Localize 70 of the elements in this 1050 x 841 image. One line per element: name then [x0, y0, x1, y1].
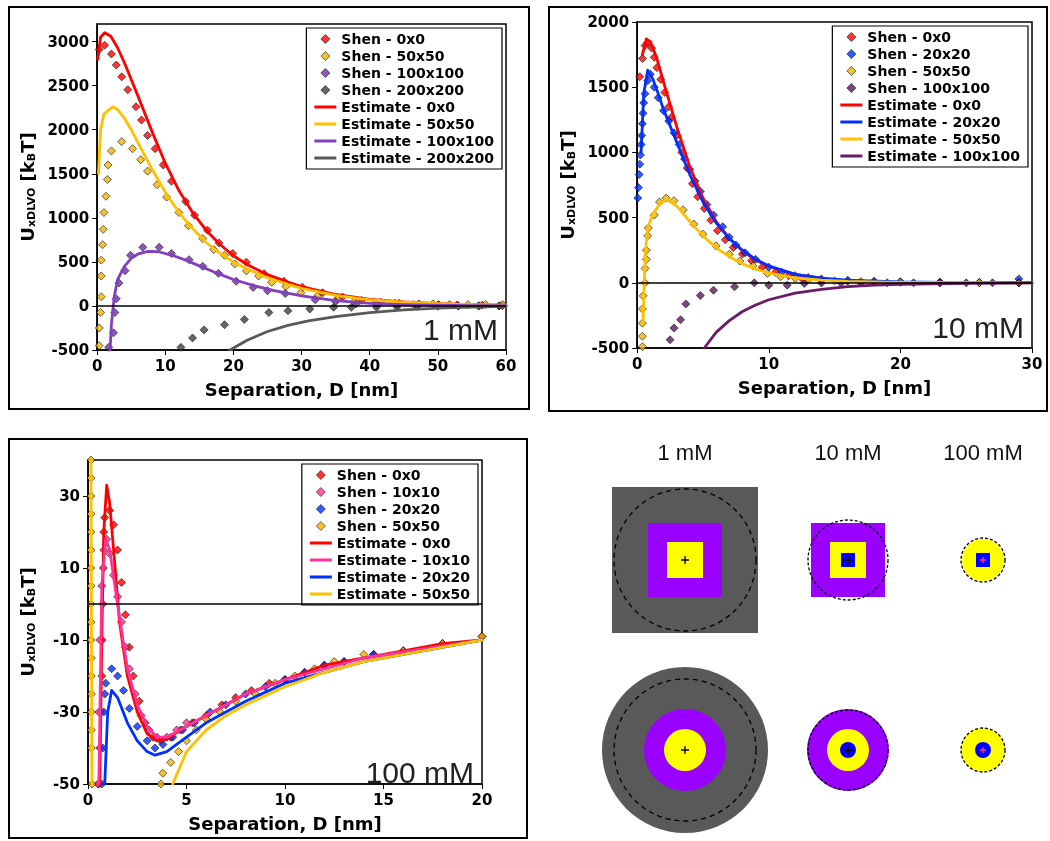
y-tick-label: 2000	[47, 120, 90, 139]
legend-label: Shen - 100x100	[867, 80, 991, 96]
legend-label: Estimate - 50x50	[341, 116, 475, 132]
y-tick-label: 1500	[587, 78, 630, 97]
y-tick-label: -50	[52, 775, 80, 793]
legend-label: Shen - 0x0	[341, 31, 426, 47]
y-tick-label: -10	[52, 631, 80, 649]
y-tick-label: -500	[591, 339, 630, 357]
y-tick-label: 1000	[587, 143, 630, 162]
x-tick-label: 20	[889, 354, 911, 373]
x-tick-label: 5	[181, 790, 192, 809]
y-axis-title: UxDLVO [kBT]	[16, 132, 38, 242]
text: 1 mM	[657, 440, 713, 466]
y-tick-label: 1500	[47, 164, 90, 183]
legend-label: Estimate - 50x50	[867, 131, 1001, 147]
legend-label: Shen - 0x0	[336, 467, 421, 483]
annotation: 100 mM	[365, 755, 475, 789]
y-tick-label: 0	[78, 296, 90, 315]
legend-label: Estimate - 100x100	[341, 133, 495, 149]
legend-label: Shen - 50x50	[336, 518, 441, 534]
legend-label: Shen - 50x50	[341, 48, 445, 64]
x-axis-title: Separation, D [nm]	[188, 812, 382, 834]
legend-label: Shen - 20x20	[867, 46, 971, 62]
text: 10 mM	[814, 440, 882, 466]
legend-label: Shen - 100x100	[341, 65, 465, 81]
x-tick-label: 0	[91, 356, 103, 375]
legend-label: Estimate - 100x100	[867, 148, 1021, 164]
x-axis-title: Separation, D [nm]	[204, 378, 399, 400]
y-axis-title: UxDLVO [kBT]	[556, 130, 578, 240]
x-tick-label: 0	[631, 354, 643, 373]
y-tick-label: 1000	[47, 208, 90, 227]
x-tick-label: 20	[222, 356, 244, 375]
legend-label: Shen - 200x200	[341, 82, 465, 98]
y-tick-label: -30	[52, 703, 80, 721]
x-tick-label: 20	[471, 790, 493, 809]
legend-label: Shen - 0x0	[867, 29, 952, 45]
x-axis-title: Separation, D [nm]	[737, 376, 932, 398]
x-tick-label: 15	[373, 790, 394, 809]
legend-label: Estimate - 50x50	[336, 586, 471, 602]
y-tick-label: 0	[618, 273, 630, 292]
legend-label: Estimate - 0x0	[341, 99, 456, 115]
y-tick-label: 500	[57, 252, 90, 271]
y-tick-label: 2000	[587, 13, 630, 31]
x-tick-label: 40	[359, 356, 381, 375]
x-tick-label: 30	[291, 356, 313, 375]
legend-label: Estimate - 20x20	[867, 114, 1001, 130]
x-tick-label: 60	[495, 356, 517, 375]
legend-label: Estimate - 0x0	[336, 535, 451, 551]
x-tick-label: 50	[427, 356, 449, 375]
y-tick-label: 2500	[47, 76, 90, 95]
text: 100 mM	[943, 440, 1023, 466]
legend-label: Estimate - 20x20	[336, 569, 471, 585]
x-tick-label: 10	[154, 356, 176, 375]
legend-label: Estimate - 10x10	[336, 552, 471, 568]
y-tick-label: 3000	[47, 32, 90, 51]
x-tick-label: 10	[274, 790, 296, 809]
legend-label: Shen - 20x20	[336, 501, 441, 517]
y-tick-label: 30	[59, 487, 80, 505]
annotation: 10 mM	[932, 310, 1024, 344]
y-tick-label: 10	[59, 559, 80, 577]
legend-label: Shen - 10x10	[336, 484, 441, 500]
x-tick-label: 10	[758, 354, 780, 373]
annotation: 1 mM	[423, 312, 498, 346]
legend-label: Estimate - 200x200	[341, 150, 495, 166]
y-axis-title: UxDLVO [kBT]	[16, 567, 38, 677]
y-tick-label: 500	[597, 208, 630, 227]
legend-label: Estimate - 0x0	[867, 97, 982, 113]
legend-label: Shen - 50x50	[867, 63, 971, 79]
x-tick-label: 30	[1021, 354, 1043, 373]
y-tick-label: -500	[51, 341, 90, 359]
